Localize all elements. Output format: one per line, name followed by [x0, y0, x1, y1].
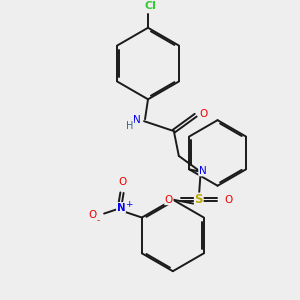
- Text: O: O: [200, 109, 208, 119]
- Text: O: O: [224, 195, 232, 205]
- Text: +: +: [125, 200, 133, 209]
- Text: Cl: Cl: [144, 1, 156, 11]
- Text: H: H: [126, 121, 134, 131]
- Text: N: N: [117, 202, 125, 213]
- Text: O: O: [165, 195, 173, 205]
- Text: O: O: [118, 177, 126, 187]
- Text: N: N: [133, 115, 141, 125]
- Text: -: -: [97, 216, 100, 225]
- Text: O: O: [88, 210, 96, 220]
- Text: S: S: [194, 193, 203, 206]
- Text: N: N: [199, 166, 206, 176]
